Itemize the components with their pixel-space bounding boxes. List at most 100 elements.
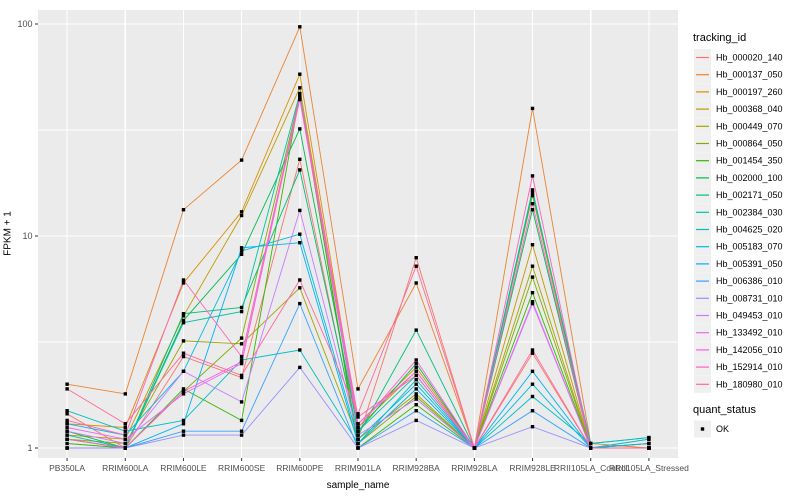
x-tick-label: RRII105LA_Control xyxy=(554,463,628,473)
data-point xyxy=(414,369,418,373)
data-point xyxy=(181,281,186,285)
legend-item-label: Hb_000368_040 xyxy=(716,104,783,114)
data-point xyxy=(181,389,186,394)
data-point xyxy=(239,210,244,214)
data-point xyxy=(647,446,651,450)
data-point xyxy=(298,208,302,213)
x-tick-label: RRIM600LA xyxy=(102,463,149,473)
data-point xyxy=(181,339,186,343)
data-point xyxy=(530,208,535,212)
data-point xyxy=(530,106,535,111)
data-point xyxy=(414,403,418,407)
x-axis-title: sample_name xyxy=(326,480,390,491)
data-point xyxy=(414,382,418,386)
data-point xyxy=(414,365,418,370)
legend-title-quant-status: quant_status xyxy=(693,404,756,416)
data-point xyxy=(414,373,418,378)
x-tick-label: RRIM600SE xyxy=(218,463,266,473)
data-point xyxy=(239,158,244,162)
legend-item-label: Hb_000449_070 xyxy=(716,121,783,131)
data-point xyxy=(181,369,186,373)
data-point xyxy=(298,91,302,96)
data-point xyxy=(356,387,360,391)
data-point xyxy=(414,358,418,362)
data-point xyxy=(530,351,535,355)
data-point xyxy=(181,312,186,316)
data-point xyxy=(356,412,360,416)
data-point xyxy=(181,418,186,423)
legend-item-label: Hb_008731_010 xyxy=(716,293,783,303)
legend-title-tracking-id: tracking_id xyxy=(693,32,747,44)
data-point xyxy=(414,328,418,332)
legend-item-label: Hb_005183_070 xyxy=(716,242,783,252)
data-point xyxy=(181,351,186,355)
data-point xyxy=(181,318,186,323)
data-point xyxy=(589,446,593,450)
data-point xyxy=(356,415,360,419)
data-point xyxy=(123,437,127,441)
y-tick-label: 100 xyxy=(17,19,32,29)
legend-key-marker xyxy=(700,427,705,431)
data-point xyxy=(298,86,302,90)
data-point xyxy=(414,409,418,413)
data-point xyxy=(589,441,593,446)
data-point xyxy=(65,387,69,391)
data-point xyxy=(123,429,127,433)
data-point xyxy=(356,441,360,446)
legend-item-label: OK xyxy=(716,424,729,434)
data-point xyxy=(123,433,127,437)
data-point xyxy=(181,314,186,318)
data-point xyxy=(239,213,244,218)
data-point xyxy=(414,418,418,423)
data-point xyxy=(530,188,535,192)
data-point xyxy=(181,422,186,426)
data-point xyxy=(181,387,186,391)
data-point xyxy=(530,300,535,304)
data-point xyxy=(239,249,244,253)
data-point xyxy=(239,418,244,423)
data-point xyxy=(181,429,186,433)
data-point xyxy=(298,301,302,306)
legend-item-label: Hb_000864_050 xyxy=(716,139,783,149)
legend-item-label: Hb_049453_010 xyxy=(716,311,783,321)
data-point xyxy=(65,433,69,437)
data-point xyxy=(298,348,302,352)
x-tick-label: RRIM928LA xyxy=(451,463,498,473)
data-point xyxy=(239,336,244,340)
data-point xyxy=(414,387,418,391)
data-point xyxy=(414,392,418,396)
x-tick-label: PB350LA xyxy=(49,463,85,473)
legend-item-label: Hb_002384_030 xyxy=(716,207,783,217)
legend-item-label: Hb_006386_010 xyxy=(716,276,783,286)
x-tick-label: RRIM901LA xyxy=(335,463,382,473)
data-point xyxy=(356,437,360,441)
data-point xyxy=(356,425,360,430)
data-point xyxy=(239,361,244,366)
data-point xyxy=(414,397,418,401)
data-point xyxy=(530,202,535,206)
data-point xyxy=(181,208,186,212)
data-point xyxy=(65,382,69,386)
data-point xyxy=(239,358,244,362)
data-point xyxy=(530,301,535,306)
data-point xyxy=(414,281,418,285)
data-point xyxy=(123,392,127,396)
data-point xyxy=(530,193,535,198)
data-point xyxy=(123,446,127,450)
legend-item-label: Hb_002000_100 xyxy=(716,173,783,183)
data-point xyxy=(530,382,535,386)
data-point xyxy=(239,309,244,314)
data-point xyxy=(65,429,69,433)
legend-item-label: Hb_133492_010 xyxy=(716,328,783,338)
legend-item-label: Hb_000137_050 xyxy=(716,70,783,80)
x-tick-label: RRIM928BA xyxy=(393,463,441,473)
data-point xyxy=(530,369,535,373)
data-point xyxy=(298,278,302,282)
data-point xyxy=(530,348,535,352)
data-point xyxy=(298,72,302,76)
y-axis-title: FPKM + 1 xyxy=(2,211,14,256)
data-point xyxy=(298,127,302,131)
data-point xyxy=(647,441,651,446)
data-point xyxy=(647,437,651,441)
